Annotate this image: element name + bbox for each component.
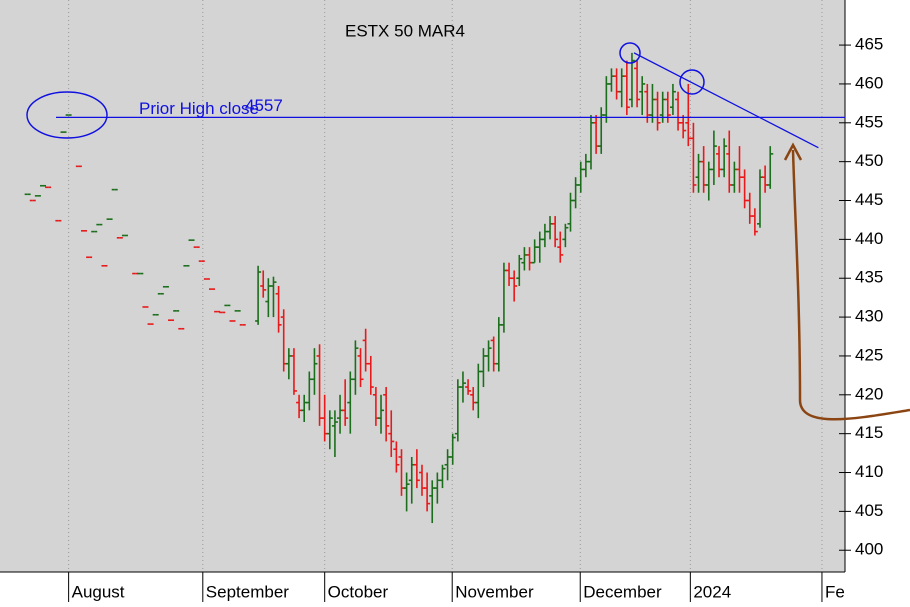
highlight-circle: [619, 42, 641, 64]
highlight-circle: [679, 69, 705, 95]
y-tick-label: 455: [855, 112, 883, 131]
bars: [24, 52, 774, 524]
y-tick-label: 435: [855, 268, 883, 287]
x-tick-label: Fe: [825, 582, 845, 601]
trend-line: [633, 52, 819, 149]
y-tick-label: 400: [855, 540, 883, 559]
y-tick-label: 410: [855, 462, 883, 481]
x-tick-label: October: [328, 582, 389, 601]
y-tick-label: 445: [855, 190, 883, 209]
x-tick-label: November: [455, 582, 534, 601]
arrow-head: [783, 142, 803, 161]
y-tick-label: 440: [855, 229, 883, 248]
y-tick-label: 450: [855, 151, 883, 170]
y-tick-label: 460: [855, 73, 883, 92]
y-tick-label: 405: [855, 501, 883, 520]
y-tick-label: 415: [855, 423, 883, 442]
y-tick-label: 465: [855, 35, 883, 54]
highlight-ellipse: [26, 91, 108, 139]
curved-arrow: [791, 149, 910, 421]
x-tick-label: 2024: [693, 582, 731, 601]
grid: [68, 0, 823, 572]
x-tick-label: December: [583, 582, 662, 601]
reference-value-label: 4557: [245, 96, 283, 115]
y-tick-label: 430: [855, 307, 883, 326]
y-tick-label: 420: [855, 384, 883, 403]
x-tick-label: September: [206, 582, 289, 601]
chart-title: ESTX 50 MAR4: [345, 21, 465, 40]
reference-label: Prior High close: [139, 99, 259, 118]
y-tick-label: 425: [855, 345, 883, 364]
x-tick-label: August: [72, 582, 125, 601]
